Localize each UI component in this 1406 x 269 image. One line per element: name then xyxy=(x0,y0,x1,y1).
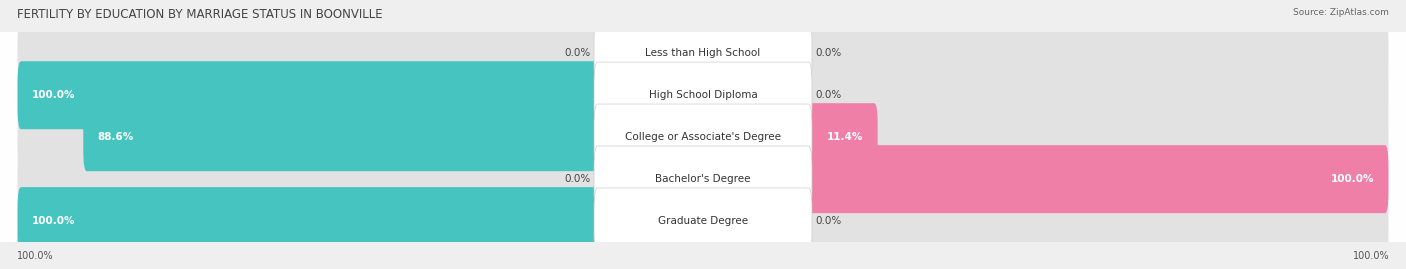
FancyBboxPatch shape xyxy=(804,145,1389,213)
FancyBboxPatch shape xyxy=(804,103,877,171)
Text: College or Associate's Degree: College or Associate's Degree xyxy=(626,132,780,142)
FancyBboxPatch shape xyxy=(0,58,1406,217)
FancyBboxPatch shape xyxy=(0,16,1406,175)
Text: 100.0%: 100.0% xyxy=(31,216,75,226)
Text: 0.0%: 0.0% xyxy=(564,48,591,58)
FancyBboxPatch shape xyxy=(0,0,1406,133)
Text: Source: ZipAtlas.com: Source: ZipAtlas.com xyxy=(1294,8,1389,17)
Text: Graduate Degree: Graduate Degree xyxy=(658,216,748,226)
FancyBboxPatch shape xyxy=(17,19,602,87)
Text: Bachelor's Degree: Bachelor's Degree xyxy=(655,174,751,184)
FancyBboxPatch shape xyxy=(593,104,813,170)
FancyBboxPatch shape xyxy=(593,20,813,86)
FancyBboxPatch shape xyxy=(0,142,1406,269)
Text: High School Diploma: High School Diploma xyxy=(648,90,758,100)
FancyBboxPatch shape xyxy=(17,103,602,171)
Text: Less than High School: Less than High School xyxy=(645,48,761,58)
FancyBboxPatch shape xyxy=(83,103,602,171)
Text: 100.0%: 100.0% xyxy=(1331,174,1375,184)
FancyBboxPatch shape xyxy=(804,145,1389,213)
Text: 0.0%: 0.0% xyxy=(815,216,842,226)
FancyBboxPatch shape xyxy=(804,103,1389,171)
FancyBboxPatch shape xyxy=(804,61,1389,129)
FancyBboxPatch shape xyxy=(17,145,602,213)
Text: 0.0%: 0.0% xyxy=(815,90,842,100)
Text: 100.0%: 100.0% xyxy=(1353,250,1389,261)
Text: 11.4%: 11.4% xyxy=(827,132,863,142)
Text: 100.0%: 100.0% xyxy=(17,250,53,261)
FancyBboxPatch shape xyxy=(17,187,602,255)
FancyBboxPatch shape xyxy=(804,187,1389,255)
Text: FERTILITY BY EDUCATION BY MARRIAGE STATUS IN BOONVILLE: FERTILITY BY EDUCATION BY MARRIAGE STATU… xyxy=(17,8,382,21)
FancyBboxPatch shape xyxy=(17,61,602,129)
Text: 0.0%: 0.0% xyxy=(815,48,842,58)
FancyBboxPatch shape xyxy=(593,62,813,128)
FancyBboxPatch shape xyxy=(0,100,1406,259)
Text: 100.0%: 100.0% xyxy=(31,90,75,100)
FancyBboxPatch shape xyxy=(593,188,813,254)
FancyBboxPatch shape xyxy=(17,61,602,129)
Text: 88.6%: 88.6% xyxy=(97,132,134,142)
FancyBboxPatch shape xyxy=(804,19,1389,87)
FancyBboxPatch shape xyxy=(593,146,813,212)
FancyBboxPatch shape xyxy=(17,187,602,255)
Text: 0.0%: 0.0% xyxy=(564,174,591,184)
